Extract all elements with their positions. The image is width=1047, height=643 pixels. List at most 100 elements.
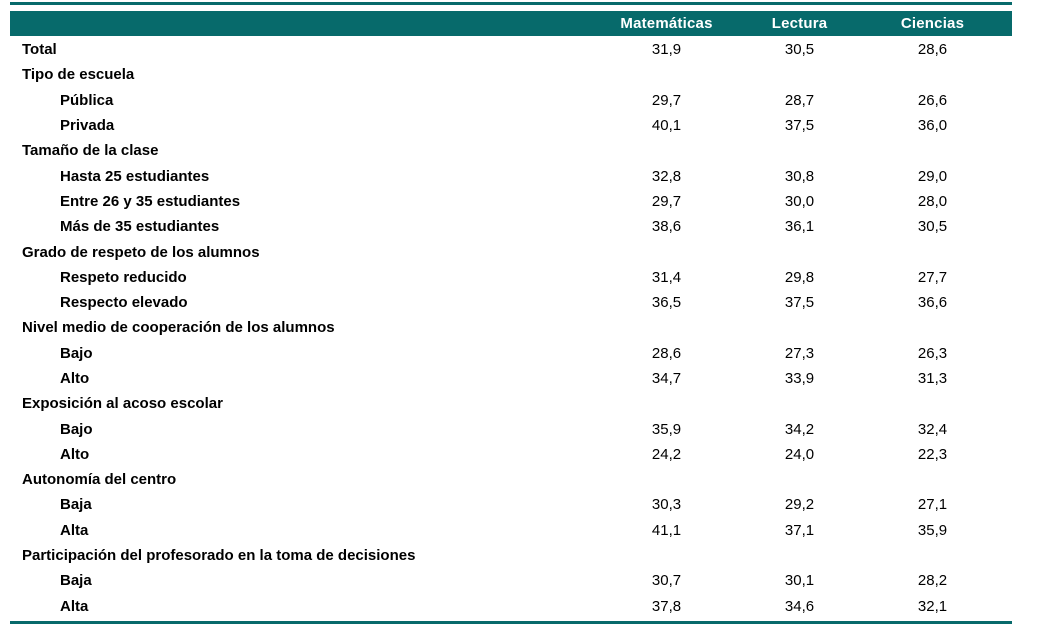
table-row: Autonomía del centro bbox=[10, 467, 1012, 492]
row-value-ciencias: 36,6 bbox=[917, 294, 948, 312]
table-row: Más de 35 estudiantes 38,6 36,1 30,5 bbox=[10, 214, 1012, 239]
table-row: Grado de respeto de los alumnos bbox=[10, 239, 1012, 264]
table-row: Hasta 25 estudiantes 32,8 30,8 29,0 bbox=[10, 163, 1012, 188]
table-row: Tamaño de la clase bbox=[10, 138, 1012, 163]
row-value-lectura: 30,5 bbox=[784, 41, 815, 59]
row-value-matematicas: 29,7 bbox=[651, 192, 682, 210]
row-label: Tipo de escuela bbox=[22, 66, 135, 84]
table-row: Respeto reducido 31,4 29,8 27,7 bbox=[10, 265, 1012, 290]
row-value-ciencias: 32,1 bbox=[917, 597, 948, 615]
row-value-ciencias: 31,3 bbox=[917, 370, 948, 387]
table-row: Baja 30,7 30,1 28,2 bbox=[10, 568, 1012, 593]
table-row: Baja 30,3 29,2 27,1 bbox=[10, 492, 1012, 517]
row-value-lectura: 30,0 bbox=[784, 192, 815, 210]
row-value-matematicas: 24,2 bbox=[651, 445, 682, 463]
row-value-ciencias: 28,2 bbox=[917, 572, 948, 590]
row-value-matematicas: 29,7 bbox=[651, 91, 682, 109]
table-row: Bajo 28,6 27,3 26,3 bbox=[10, 341, 1012, 366]
table-row: Bajo 35,9 34,2 32,4 bbox=[10, 416, 1012, 441]
row-value-matematicas: 35,9 bbox=[651, 420, 682, 438]
row-value-ciencias: 27,1 bbox=[917, 496, 948, 514]
row-value-ciencias: 29,0 bbox=[917, 167, 948, 185]
row-label: Alto bbox=[60, 370, 90, 387]
row-value-lectura: 28,7 bbox=[784, 91, 815, 109]
row-label: Bajo bbox=[60, 420, 93, 438]
table-row: Tipo de escuela bbox=[10, 62, 1012, 87]
row-value-lectura: 37,5 bbox=[784, 294, 815, 312]
row-label: Pública bbox=[60, 91, 114, 109]
row-value-lectura: 24,0 bbox=[784, 445, 815, 463]
row-label: Privada bbox=[60, 117, 115, 135]
row-value-matematicas: 30,7 bbox=[651, 572, 682, 590]
top-accent-rule bbox=[10, 2, 1012, 5]
row-value-lectura: 36,1 bbox=[784, 218, 815, 236]
table-row: Entre 26 y 35 estudiantes 29,7 30,0 28,0 bbox=[10, 189, 1012, 214]
row-value-matematicas: 36,5 bbox=[651, 294, 682, 312]
row-value-matematicas: 28,6 bbox=[651, 344, 682, 362]
row-value-lectura: 29,2 bbox=[784, 496, 815, 514]
bottom-accent-rule bbox=[10, 620, 1012, 624]
table-header-row: Matemáticas Lectura Ciencias bbox=[10, 11, 1012, 36]
row-label: Participación del profesorado en la toma… bbox=[22, 547, 416, 565]
row-value-matematicas: 40,1 bbox=[651, 117, 682, 135]
row-label: Total bbox=[22, 41, 57, 59]
row-label: Más de 35 estudiantes bbox=[60, 218, 220, 236]
statistics-table: Matemáticas Lectura Ciencias Total 31,9 … bbox=[10, 2, 1012, 624]
row-value-lectura: 30,8 bbox=[784, 167, 815, 185]
row-value-matematicas: 41,1 bbox=[651, 521, 682, 539]
table-row: Nivel medio de cooperación de los alumno… bbox=[10, 315, 1012, 340]
table-row: Participación del profesorado en la toma… bbox=[10, 543, 1012, 568]
row-value-lectura: 29,8 bbox=[784, 268, 815, 286]
row-value-matematicas: 37,8 bbox=[651, 597, 682, 615]
row-label: Baja bbox=[60, 572, 92, 590]
row-value-ciencias: 27,7 bbox=[917, 268, 948, 286]
row-value-matematicas: 31,4 bbox=[651, 268, 682, 286]
row-label: Hasta 25 estudiantes bbox=[60, 167, 210, 185]
row-label: Alto bbox=[60, 445, 90, 463]
row-value-lectura: 30,1 bbox=[784, 572, 815, 590]
row-label: Autonomía del centro bbox=[22, 471, 177, 489]
row-label: Tamaño de la clase bbox=[22, 142, 159, 160]
row-label: Bajo bbox=[60, 344, 93, 362]
row-value-matematicas: 31,9 bbox=[651, 41, 682, 59]
row-label: Baja bbox=[60, 496, 92, 514]
row-value-lectura: 33,9 bbox=[784, 370, 815, 387]
row-value-ciencias: 26,3 bbox=[917, 344, 948, 362]
row-value-matematicas: 34,7 bbox=[651, 370, 682, 387]
table-row: Total 31,9 30,5 28,6 bbox=[10, 37, 1012, 62]
row-value-lectura: 34,6 bbox=[784, 597, 815, 615]
table-row: Alta 37,8 34,6 32,1 bbox=[10, 594, 1012, 619]
row-label: Grado de respeto de los alumnos bbox=[22, 243, 260, 261]
row-value-matematicas: 30,3 bbox=[651, 496, 682, 514]
row-label: Respeto reducido bbox=[60, 268, 187, 286]
column-header-lectura: Lectura bbox=[771, 15, 828, 32]
row-label: Respecto elevado bbox=[60, 294, 188, 312]
row-value-ciencias: 28,6 bbox=[917, 41, 948, 59]
table-row: Alto 24,2 24,0 22,3 bbox=[10, 442, 1012, 467]
row-value-matematicas: 38,6 bbox=[651, 218, 682, 236]
row-value-ciencias: 36,0 bbox=[917, 117, 948, 135]
table-row: Pública 29,7 28,7 26,6 bbox=[10, 88, 1012, 113]
table-row: Respecto elevado 36,5 37,5 36,6 bbox=[10, 290, 1012, 315]
row-value-lectura: 37,5 bbox=[784, 117, 815, 135]
row-value-lectura: 37,1 bbox=[784, 521, 815, 539]
row-label: Alta bbox=[60, 597, 89, 615]
row-value-matematicas: 32,8 bbox=[651, 167, 682, 185]
row-label: Nivel medio de cooperación de los alumno… bbox=[22, 319, 335, 337]
column-header-ciencias: Ciencias bbox=[900, 15, 965, 32]
row-value-ciencias: 30,5 bbox=[917, 218, 948, 236]
table-row: Alta 41,1 37,1 35,9 bbox=[10, 518, 1012, 543]
row-label: Alta bbox=[60, 521, 89, 539]
column-header-matematicas: Matemáticas bbox=[620, 15, 713, 32]
row-label: Exposición al acoso escolar bbox=[22, 395, 223, 413]
table-row: Privada 40,1 37,5 36,0 bbox=[10, 113, 1012, 138]
row-value-ciencias: 28,0 bbox=[917, 192, 948, 210]
row-value-lectura: 27,3 bbox=[784, 344, 815, 362]
row-value-ciencias: 35,9 bbox=[917, 521, 948, 539]
table-row: Exposición al acoso escolar bbox=[10, 391, 1012, 416]
table-body: Total 31,9 30,5 28,6 Tipo de escuela Púb… bbox=[10, 36, 1012, 619]
row-value-ciencias: 22,3 bbox=[917, 445, 948, 463]
row-value-ciencias: 26,6 bbox=[917, 91, 948, 109]
table-row: Alto 34,7 33,9 31,3 bbox=[10, 366, 1012, 391]
row-value-lectura: 34,2 bbox=[784, 420, 815, 438]
